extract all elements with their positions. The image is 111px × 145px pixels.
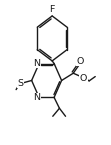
Text: N: N bbox=[33, 93, 40, 102]
Text: O: O bbox=[80, 74, 87, 83]
Text: O: O bbox=[76, 57, 83, 66]
Text: N: N bbox=[33, 59, 40, 68]
Text: F: F bbox=[50, 5, 55, 14]
Text: S: S bbox=[17, 79, 23, 88]
